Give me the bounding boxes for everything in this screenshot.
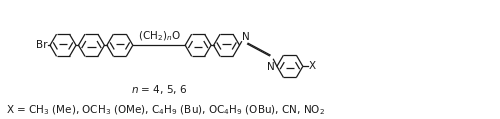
Text: X: X <box>309 61 316 71</box>
Text: N: N <box>242 32 250 42</box>
Text: X = CH$_3$ (Me), OCH$_3$ (OMe), C$_4$H$_9$ (Bu), OC$_4$H$_9$ (OBu), CN, NO$_2$: X = CH$_3$ (Me), OCH$_3$ (OMe), C$_4$H$_… <box>6 103 324 117</box>
Text: $n$ = 4, 5, 6: $n$ = 4, 5, 6 <box>131 83 187 96</box>
Text: Br: Br <box>36 40 48 50</box>
Text: (CH$_2$)$_n$O: (CH$_2$)$_n$O <box>138 29 180 43</box>
Text: N: N <box>268 62 275 72</box>
